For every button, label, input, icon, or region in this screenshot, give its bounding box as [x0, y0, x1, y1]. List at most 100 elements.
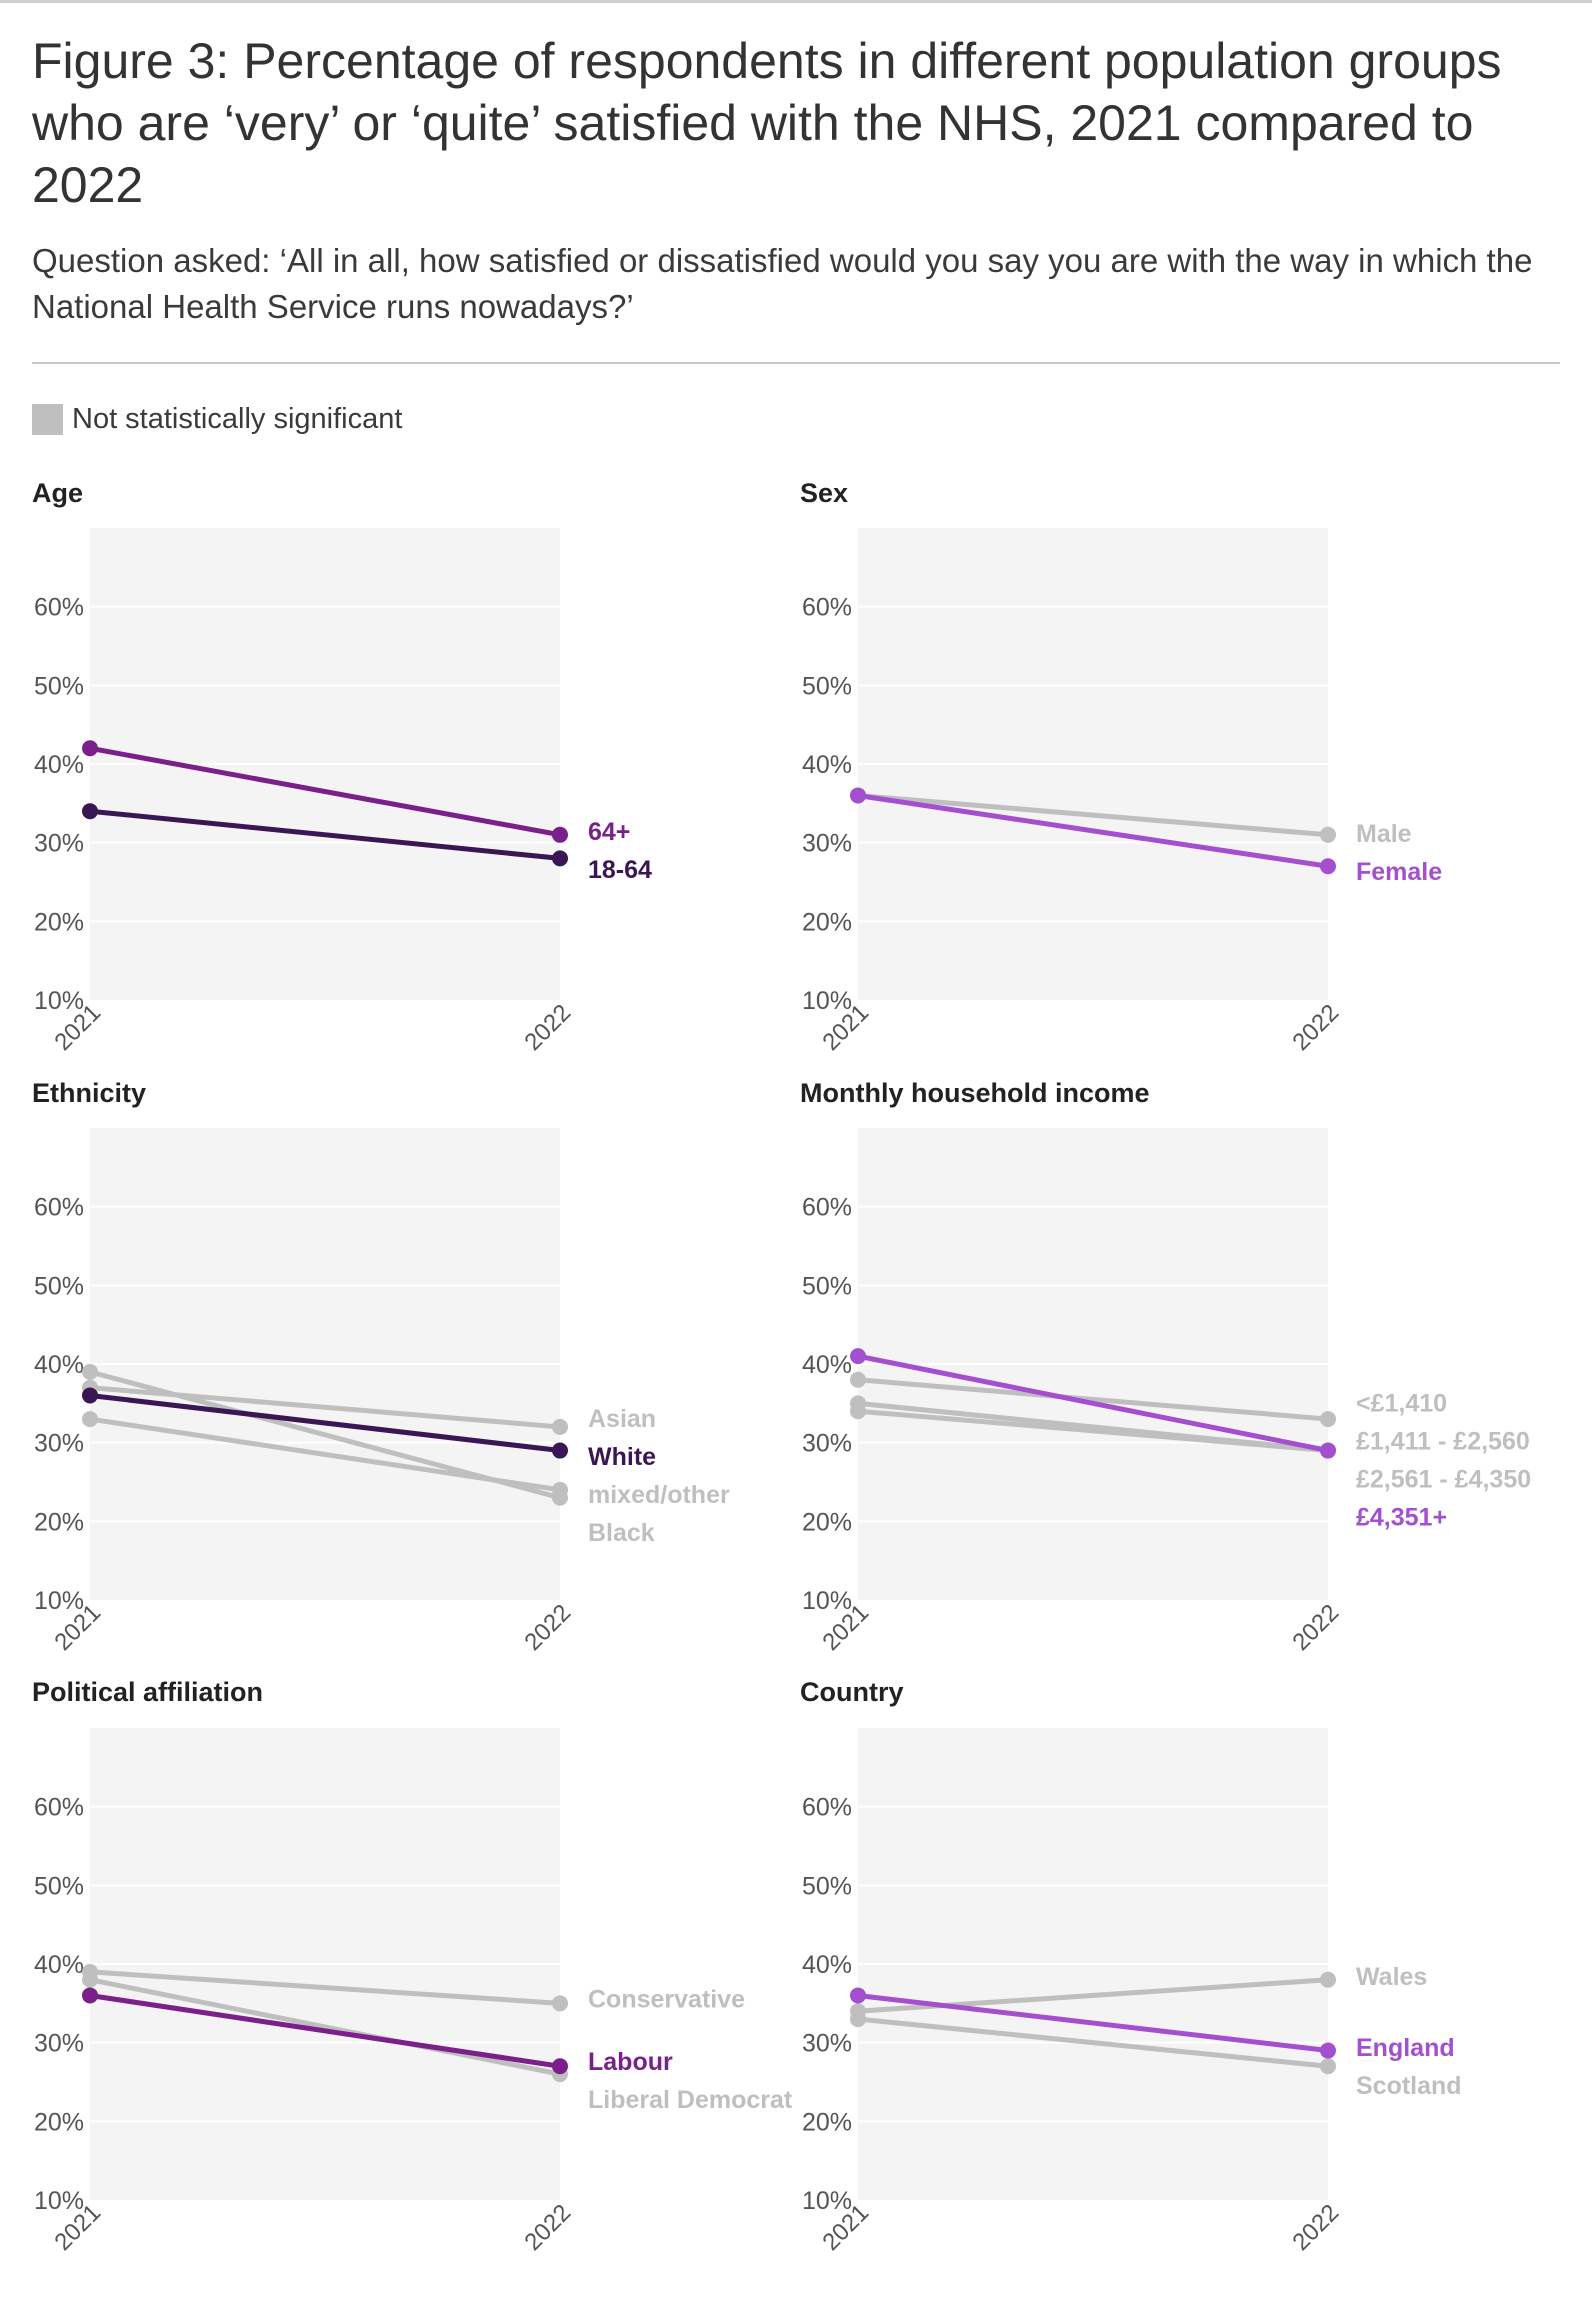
data-point [82, 1987, 98, 2004]
y-tick-label: 20% [34, 908, 84, 936]
series-end-label: £2,561 - £4,350 [1356, 1465, 1531, 1493]
data-point [82, 803, 98, 820]
panel-political-affiliation: Political affiliation 10% 20% 30% 40% 50% 60% 2… [32, 1677, 793, 2256]
series-end-label: England [1356, 2034, 1455, 2062]
y-tick-label: 40% [34, 1351, 84, 1379]
data-point [552, 1489, 568, 1506]
x-tick-label: 2022 [519, 999, 576, 1056]
series-black [82, 1363, 568, 1506]
series-line [87, 1969, 563, 2006]
series-line [855, 792, 1331, 838]
data-point [1320, 1971, 1336, 1988]
y-tick-label: 40% [802, 751, 852, 779]
series-line [855, 1377, 1331, 1422]
series-end-label: White [588, 1443, 656, 1471]
data-point [850, 1348, 866, 1365]
y-tick-label: 60% [34, 594, 84, 622]
series-18-64 [82, 803, 568, 867]
data-point [850, 2011, 866, 2028]
series-end-label: Scotland [1356, 2072, 1462, 2100]
y-tick-label: 30% [34, 2030, 84, 2058]
series-line [87, 1977, 563, 2077]
series-line [855, 1353, 1331, 1454]
y-tick-label: 30% [34, 1430, 84, 1458]
x-tick-label: 2022 [1287, 999, 1344, 1056]
x-tick-label: 2022 [519, 1599, 576, 1656]
series-end-label: Wales [1356, 1963, 1427, 1991]
series-line [87, 745, 563, 838]
series-white [82, 1387, 568, 1459]
data-point [82, 1971, 98, 1988]
y-tick-label: 10% [34, 987, 84, 1015]
series-4-351 [850, 1348, 1336, 1459]
series-scotland [850, 2011, 1336, 2075]
header-divider [32, 362, 1560, 364]
y-tick-label: 60% [34, 1194, 84, 1222]
series-line [87, 1369, 563, 1501]
data-point [82, 1387, 98, 1404]
series-line [87, 1392, 563, 1454]
y-tick-label: 60% [802, 1194, 852, 1222]
y-tick-label: 20% [802, 908, 852, 936]
series-end-label: Female [1356, 858, 1442, 886]
y-tick-label: 20% [34, 2108, 84, 2136]
data-point [1320, 858, 1336, 875]
series-line [87, 1992, 563, 2069]
legend: Not statistically significant [32, 402, 402, 436]
top-rule [0, 0, 1592, 3]
series-end-label: Liberal Democrat [588, 2086, 793, 2114]
panel-monthly-household-income: Monthly household income 10% 20% 30% 40% 50% 6… [800, 1078, 1531, 1656]
y-tick-label: 10% [802, 2187, 852, 2215]
y-tick-label: 40% [802, 1951, 852, 1979]
y-tick-label: 10% [802, 1587, 852, 1615]
data-point [1320, 1411, 1336, 1428]
y-tick-label: 20% [802, 2108, 852, 2136]
series-england [850, 1987, 1336, 2059]
data-point [1320, 2042, 1336, 2059]
x-tick-label: 2022 [1287, 2199, 1344, 2256]
data-point [552, 850, 568, 867]
y-tick-label: 40% [34, 1951, 84, 1979]
series-end-label: £1,411 - £2,560 [1356, 1427, 1530, 1455]
series-labour [82, 1987, 568, 2075]
legend-label: Not statistically significant [72, 402, 403, 435]
series-end-label: Black [588, 1519, 655, 1547]
data-point [850, 787, 866, 804]
y-tick-label: 10% [34, 2187, 84, 2215]
series-end-label: mixed/other [588, 1481, 730, 1509]
panel-title: Ethnicity [32, 1078, 146, 1108]
series-line [855, 792, 1331, 869]
panel-title: Political affiliation [32, 1677, 263, 1707]
y-tick-label: 50% [34, 672, 84, 700]
y-tick-label: 30% [802, 830, 852, 858]
series-end-label: Male [1356, 820, 1412, 848]
y-tick-label: 40% [802, 1351, 852, 1379]
chart-subtitle: Question asked: ‘All in all, how satisfi… [32, 242, 1533, 325]
y-tick-label: 20% [34, 1508, 84, 1536]
series-1-410 [850, 1371, 1336, 1428]
panel-title: Monthly household income [800, 1078, 1150, 1108]
data-point [552, 2058, 568, 2075]
data-point [552, 1418, 568, 1435]
data-point [552, 1442, 568, 1459]
series-end-label: 64+ [588, 818, 630, 846]
y-tick-label: 30% [802, 2030, 852, 2058]
data-point [850, 1987, 866, 2004]
panel-title: Country [800, 1677, 904, 1707]
chart-title: Figure 3: Percentage of respondents in d… [32, 33, 1502, 213]
data-point [1320, 1442, 1336, 1459]
series-female [850, 787, 1336, 875]
panel-title: Sex [800, 478, 848, 508]
data-point [850, 1371, 866, 1388]
y-tick-label: 50% [802, 672, 852, 700]
data-point [1320, 826, 1336, 843]
data-point [552, 1995, 568, 2012]
series-end-label: Asian [588, 1405, 656, 1433]
panel-title: Age [32, 478, 83, 508]
y-tick-label: 30% [34, 830, 84, 858]
series-end-label: Labour [588, 2048, 673, 2076]
y-tick-label: 50% [34, 1272, 84, 1300]
